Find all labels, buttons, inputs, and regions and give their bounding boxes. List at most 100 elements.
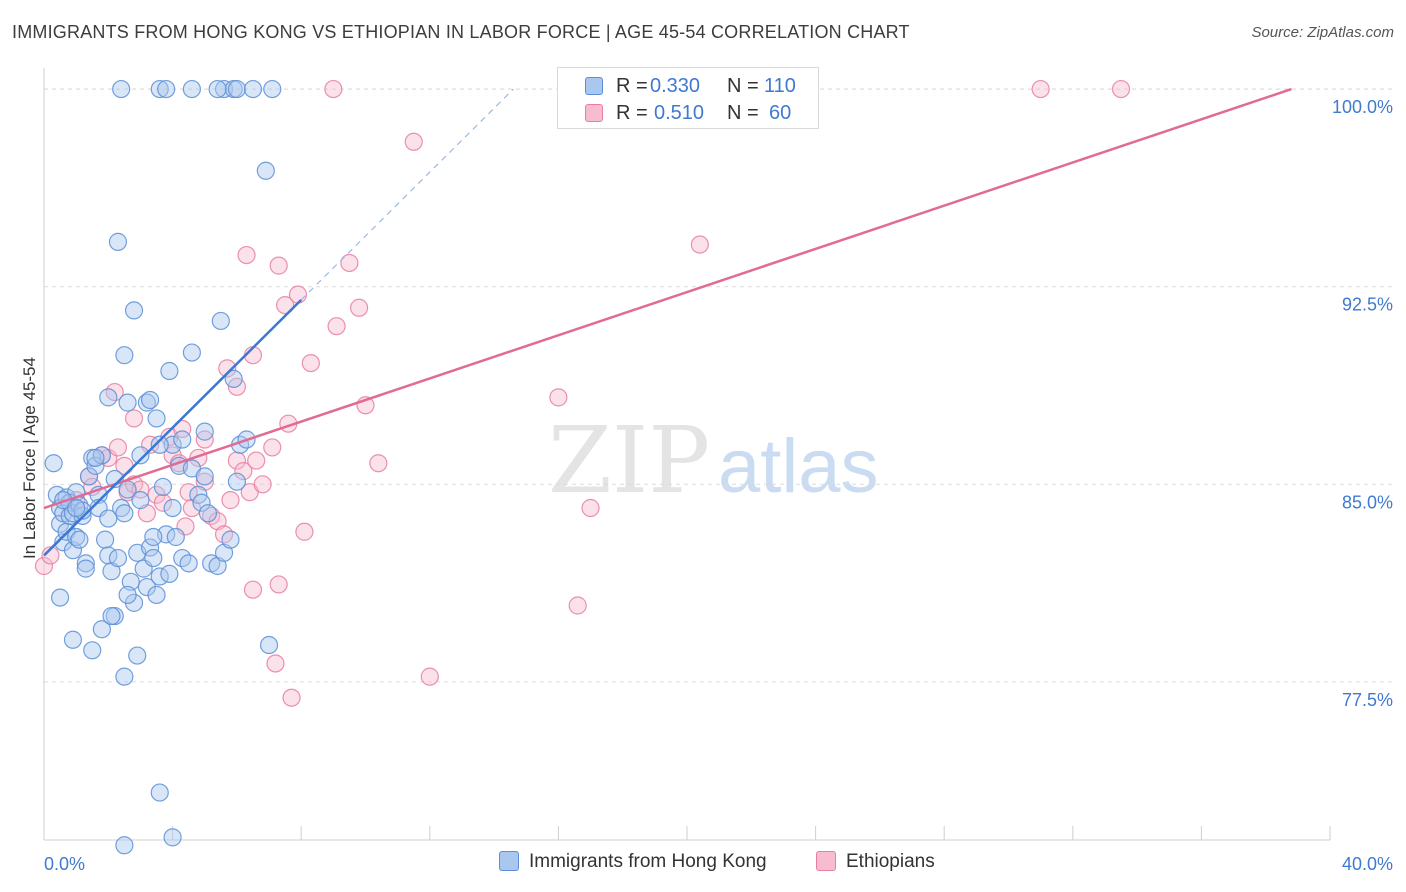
point-ethiopians <box>34 556 54 576</box>
point-hong-kong <box>140 538 160 557</box>
point-hong-kong <box>243 79 263 99</box>
point-hong-kong <box>263 79 282 99</box>
point-hong-kong <box>63 630 83 649</box>
legend-r-value-hong-kong: 0.330 <box>650 75 701 97</box>
point-ethiopians <box>404 132 423 151</box>
legend-n-label: N = <box>727 75 759 97</box>
point-hong-kong <box>173 430 192 449</box>
point-ethiopians <box>108 438 128 457</box>
point-hong-kong <box>115 836 134 855</box>
point-ethiopians <box>124 409 144 428</box>
point-hong-kong <box>108 232 128 251</box>
point-hong-kong <box>44 454 63 473</box>
point-hong-kong <box>115 667 134 686</box>
point-hong-kong <box>92 620 111 639</box>
legend-n-label: N = <box>727 102 759 124</box>
point-ethiopians <box>549 388 568 407</box>
point-hong-kong <box>137 393 156 412</box>
point-hong-kong <box>115 346 134 365</box>
point-ethiopians <box>253 475 272 494</box>
y-tick-label: 100.0% <box>1332 97 1393 117</box>
point-hong-kong <box>182 79 201 99</box>
point-ethiopians <box>324 79 343 99</box>
legend-r-value-ethiopians: 0.510 <box>654 102 705 124</box>
point-hong-kong <box>76 559 95 578</box>
legend-row-ethiopians: R = 0.510 N = 60 <box>558 100 818 127</box>
point-ethiopians <box>369 454 388 473</box>
point-hong-kong <box>150 435 169 454</box>
point-hong-kong <box>112 79 131 99</box>
point-hong-kong <box>76 554 95 573</box>
point-ethiopians <box>41 546 60 565</box>
point-hong-kong <box>179 554 198 573</box>
point-hong-kong <box>124 301 144 320</box>
y-tick-label: 77.5% <box>1342 690 1393 710</box>
point-ethiopians <box>153 493 173 512</box>
point-hong-kong <box>144 527 163 547</box>
point-hong-kong <box>83 641 102 660</box>
point-hong-kong <box>131 491 150 510</box>
point-ethiopians <box>301 353 320 373</box>
point-hong-kong <box>227 472 246 491</box>
point-hong-kong <box>256 161 275 180</box>
point-ethiopians <box>581 498 600 518</box>
legend-r-label: R = <box>616 102 648 124</box>
point-hong-kong <box>198 504 218 523</box>
watermark-zip: ZIP <box>548 407 710 514</box>
point-hong-kong <box>157 79 176 99</box>
point-hong-kong <box>211 311 230 331</box>
bottom-legend-label-hong-kong: Immigrants from Hong Kong <box>529 851 767 872</box>
point-hong-kong <box>166 527 185 547</box>
point-hong-kong <box>163 828 182 847</box>
point-hong-kong <box>182 343 201 362</box>
y-tick-label: 85.0% <box>1342 492 1393 512</box>
point-hong-kong <box>208 79 227 99</box>
y-tick-label: 92.5% <box>1342 295 1393 315</box>
point-hong-kong <box>70 530 89 549</box>
point-hong-kong <box>67 527 86 547</box>
point-hong-kong <box>128 646 147 665</box>
bottom-legend-ethiopians[interactable]: Ethiopians <box>816 851 935 877</box>
point-ethiopians <box>1031 79 1050 99</box>
point-hong-kong <box>67 498 86 518</box>
point-hong-kong <box>118 393 137 412</box>
trend-line-hong-kong <box>43 298 303 557</box>
point-hong-kong <box>147 585 166 605</box>
point-ethiopians <box>568 596 587 615</box>
legend-swatch-ethiopians <box>585 104 603 122</box>
point-hong-kong <box>86 448 105 468</box>
point-hong-kong <box>224 369 243 389</box>
bottom-legend-swatch-ethiopians <box>816 851 836 871</box>
point-ethiopians <box>420 667 439 686</box>
point-hong-kong <box>112 498 131 518</box>
point-hong-kong <box>163 498 182 518</box>
y-axis-label: In Labor Force | Age 45-54 <box>20 357 39 559</box>
point-ethiopians <box>263 438 282 457</box>
legend-swatch-hong-kong <box>585 77 603 95</box>
trend-line-ethiopians <box>43 87 1292 510</box>
bottom-legend-label-ethiopians: Ethiopians <box>846 851 935 872</box>
point-hong-kong <box>79 467 99 486</box>
legend-r-label: R = <box>616 75 648 97</box>
point-hong-kong <box>99 388 118 407</box>
bottom-legend-hong-kong[interactable]: Immigrants from Hong Kong <box>499 851 767 877</box>
point-hong-kong <box>259 635 279 655</box>
point-hong-kong <box>150 783 169 802</box>
chart-source: Source: ZipAtlas.com <box>1251 24 1394 41</box>
point-hong-kong <box>102 606 121 626</box>
point-ethiopians <box>218 359 237 378</box>
point-hong-kong <box>131 446 150 465</box>
point-hong-kong <box>163 435 182 454</box>
point-hong-kong <box>214 79 234 99</box>
point-ethiopians <box>327 317 346 336</box>
point-ethiopians <box>237 245 256 265</box>
point-hong-kong <box>195 467 214 486</box>
point-ethiopians <box>234 462 253 481</box>
point-ethiopians <box>247 451 266 470</box>
point-hong-kong <box>195 422 214 441</box>
legend-row-hong-kong: R = 0.330 N = 110 <box>558 73 818 100</box>
point-ethiopians <box>690 235 709 254</box>
point-hong-kong <box>153 477 173 497</box>
correlation-legend: R = 0.330 N = 110 R = 0.510 N = 60 <box>557 67 819 129</box>
